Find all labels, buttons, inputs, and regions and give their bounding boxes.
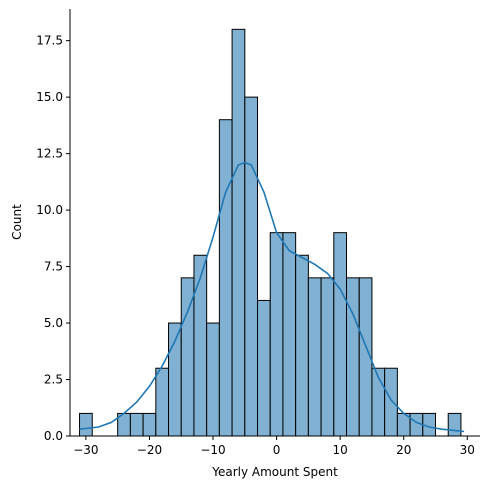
y-axis-label: Count [10, 204, 24, 240]
histogram-bar [346, 277, 360, 437]
y-tick-label: 10.0 [36, 203, 63, 217]
y-tick-label: 17.5 [36, 34, 63, 48]
histogram-bar [231, 28, 246, 437]
y-tick-label: 7.5 [44, 260, 63, 274]
histogram-bar [244, 96, 259, 437]
histogram-bar [447, 412, 462, 437]
histogram-bar [384, 367, 398, 437]
histogram-bar [320, 277, 335, 437]
y-tick-label: 2.5 [44, 373, 63, 387]
kde-curve [79, 161, 465, 433]
x-ticks: −30 −20 −10 0 10 20 30 [73, 436, 475, 457]
histogram-bar [218, 119, 233, 437]
x-tick-label: 30 [460, 443, 475, 457]
x-tick-label: 10 [333, 443, 348, 457]
x-tick-label: −10 [200, 443, 225, 457]
x-tick-label: −20 [137, 443, 162, 457]
y-tick-label: 15.0 [36, 90, 63, 104]
histogram-bar [307, 277, 322, 437]
x-tick-label: −30 [73, 443, 98, 457]
histogram-bar [333, 232, 348, 437]
bars-group [79, 28, 462, 437]
y-tick-label: 5.0 [44, 316, 63, 330]
x-tick-label: 20 [396, 443, 411, 457]
histogram-bar [155, 367, 170, 437]
x-tick-label: 0 [273, 443, 281, 457]
histogram-bar [129, 412, 144, 437]
histogram-bar [257, 299, 271, 437]
y-ticks: 0.0 2.5 5.0 7.5 10.0 12.5 15.0 17.5 [36, 34, 70, 443]
histogram-bar [282, 232, 297, 437]
histogram-bar [269, 232, 284, 437]
y-tick-label: 0.0 [44, 429, 63, 443]
histogram-bar [206, 322, 220, 437]
histogram-bar [142, 412, 157, 437]
histogram-bar [295, 254, 309, 437]
histogram-bar [79, 412, 93, 437]
x-axis-label: Yearly Amount Spent [211, 465, 338, 479]
y-tick-label: 12.5 [36, 147, 63, 161]
histogram-bar [193, 254, 208, 437]
